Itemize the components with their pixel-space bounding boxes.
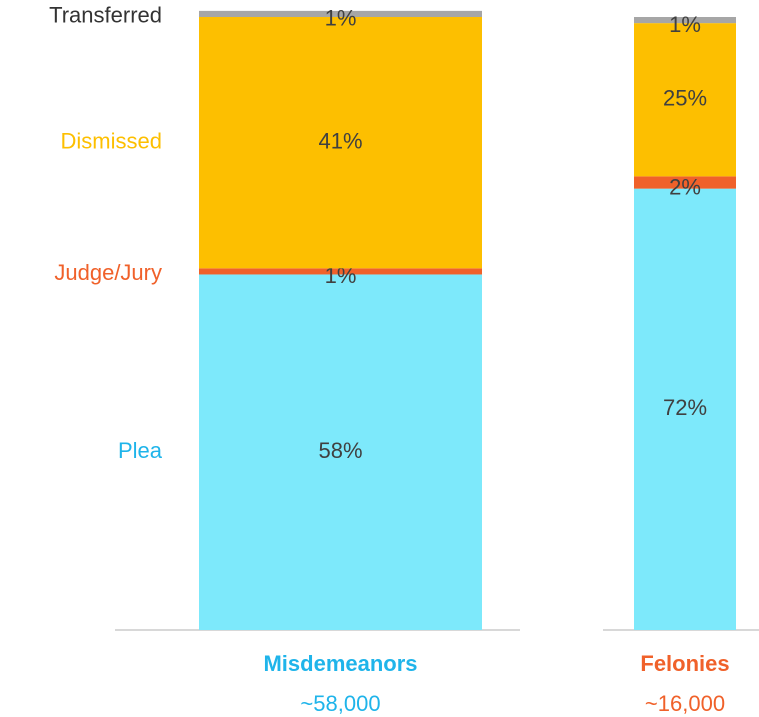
bar-segment [199, 268, 482, 275]
legend-label: Transferred [49, 3, 162, 28]
category-label: Misdemeanors [263, 651, 417, 676]
category-label: Felonies [640, 651, 729, 676]
bar-segment [634, 188, 736, 630]
legend-label: Dismissed [61, 128, 162, 153]
legend-label: Judge/Jury [54, 260, 162, 285]
data-label: 41% [318, 128, 362, 153]
data-label: 72% [663, 395, 707, 420]
bar-segment [634, 23, 736, 177]
bar-segment [199, 17, 482, 269]
data-label: 25% [663, 86, 707, 111]
data-label: 1% [669, 12, 701, 37]
bar-segment [634, 17, 736, 24]
bar-segment [199, 274, 482, 630]
bar-segment [634, 176, 736, 189]
data-label: 58% [318, 438, 362, 463]
data-label: 1% [325, 6, 357, 31]
legend-label: Plea [118, 438, 163, 463]
bar-segment [199, 10, 482, 17]
data-label: 2% [669, 174, 701, 199]
category-count: ~16,000 [645, 691, 725, 716]
category-count: ~58,000 [300, 691, 380, 716]
